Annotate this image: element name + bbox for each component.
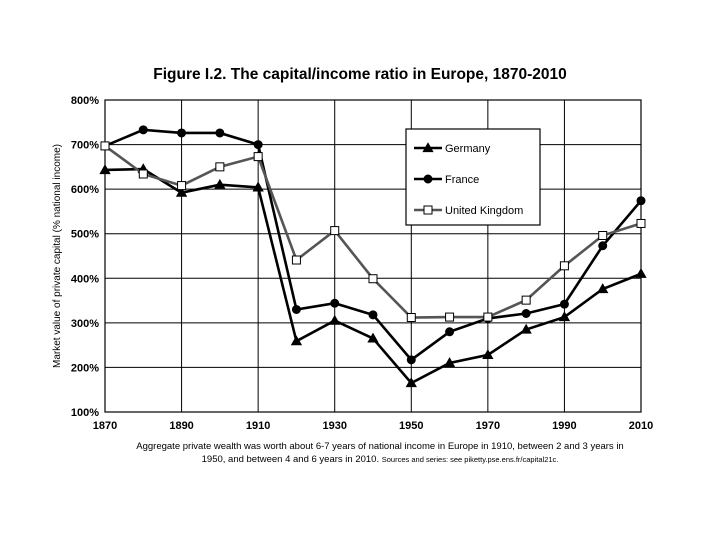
data-point-united-kingdom (483, 312, 493, 322)
data-point-germany (214, 178, 226, 189)
legend-label-france: France (445, 174, 479, 186)
data-point-united-kingdom (253, 152, 263, 162)
series-line-united-kingdom (104, 144, 642, 319)
data-point-france (215, 128, 225, 138)
series-france (100, 125, 646, 365)
x-tick-label: 2010 (629, 420, 653, 432)
x-tick-label: 1930 (322, 420, 346, 432)
y-tick-label: 600% (71, 184, 99, 196)
data-point-france (445, 327, 455, 337)
data-point-germany (597, 283, 609, 294)
data-point-germany (290, 335, 303, 346)
series-united-kingdom (100, 141, 646, 323)
x-tick-label: 1870 (93, 420, 117, 432)
data-point-germany (635, 268, 647, 278)
data-point-united-kingdom (291, 255, 301, 265)
data-point-united-kingdom (100, 141, 110, 151)
legend-marker-france (423, 174, 433, 184)
caption-source: Sources and series: see piketty.pse.ens.… (381, 455, 559, 464)
y-tick-label: 100% (71, 407, 99, 419)
legend-marker-united-kingdom (423, 205, 433, 215)
x-tick-label: 1990 (552, 420, 576, 432)
y-tick-label: 200% (71, 362, 99, 374)
data-point-united-kingdom (559, 261, 569, 271)
data-point-france (559, 299, 569, 309)
gridlines (104, 99, 642, 413)
data-point-germany (443, 357, 456, 368)
data-point-france (368, 310, 378, 320)
x-tick-label: 1950 (399, 420, 423, 432)
data-point-united-kingdom (521, 295, 531, 305)
data-point-germany (175, 186, 188, 197)
data-point-united-kingdom (636, 218, 646, 228)
x-tick-label: 1970 (476, 420, 500, 432)
caption-line-1: Aggregate private wealth was worth about… (136, 441, 624, 452)
data-point-germany (520, 323, 532, 334)
data-point-france (177, 128, 187, 138)
data-point-france (598, 241, 608, 251)
legend-marker-germany (422, 142, 434, 153)
data-point-france (521, 308, 531, 318)
y-axis-label: Market value of private capital (% natio… (52, 144, 63, 368)
series-group (99, 125, 647, 388)
data-point-germany (367, 332, 379, 343)
data-point-france (291, 304, 301, 314)
data-point-united-kingdom (330, 226, 340, 236)
data-point-germany (405, 377, 417, 388)
data-point-germany (482, 349, 494, 360)
data-point-france (253, 140, 263, 150)
chart-title: Figure I.2. The capital/income ratio in … (153, 66, 567, 83)
y-tick-label: 300% (71, 318, 99, 330)
x-tick-label: 1910 (246, 420, 270, 432)
y-tick-label: 400% (71, 273, 99, 285)
y-tick-label: 700% (71, 140, 99, 152)
x-tick-label: 1890 (169, 420, 193, 432)
plot-frame (104, 99, 642, 413)
data-point-germany (252, 181, 264, 192)
axes: 100% 200% 300% 400% 500% 600% 700% 800% 1870 1890… (52, 95, 653, 432)
data-point-france (636, 196, 646, 206)
data-point-united-kingdom (445, 312, 455, 322)
data-point-germany (99, 164, 111, 175)
data-point-france (406, 355, 416, 365)
data-point-united-kingdom (406, 313, 416, 323)
data-point-united-kingdom (138, 169, 148, 179)
data-point-united-kingdom (215, 162, 225, 172)
legend: Germany France United Kingdom (405, 128, 541, 226)
legend-label-united-kingdom: United Kingdom (445, 205, 523, 217)
caption-line-2: 1950, and between 4 and 6 years in 2010.… (100, 453, 660, 466)
series-line-france (104, 128, 642, 362)
data-point-germany (558, 311, 571, 322)
data-point-france (138, 125, 148, 135)
data-point-france (330, 298, 340, 308)
data-point-united-kingdom (368, 274, 378, 284)
data-point-united-kingdom (177, 181, 187, 191)
data-point-germany (329, 314, 341, 325)
legend-label-germany: Germany (445, 143, 491, 155)
data-point-united-kingdom (598, 230, 608, 240)
y-tick-label: 800% (71, 95, 99, 107)
caption-line-2-text: 1950, and between 4 and 6 years in 2010. (201, 454, 380, 465)
y-tick-label: 500% (71, 229, 99, 241)
